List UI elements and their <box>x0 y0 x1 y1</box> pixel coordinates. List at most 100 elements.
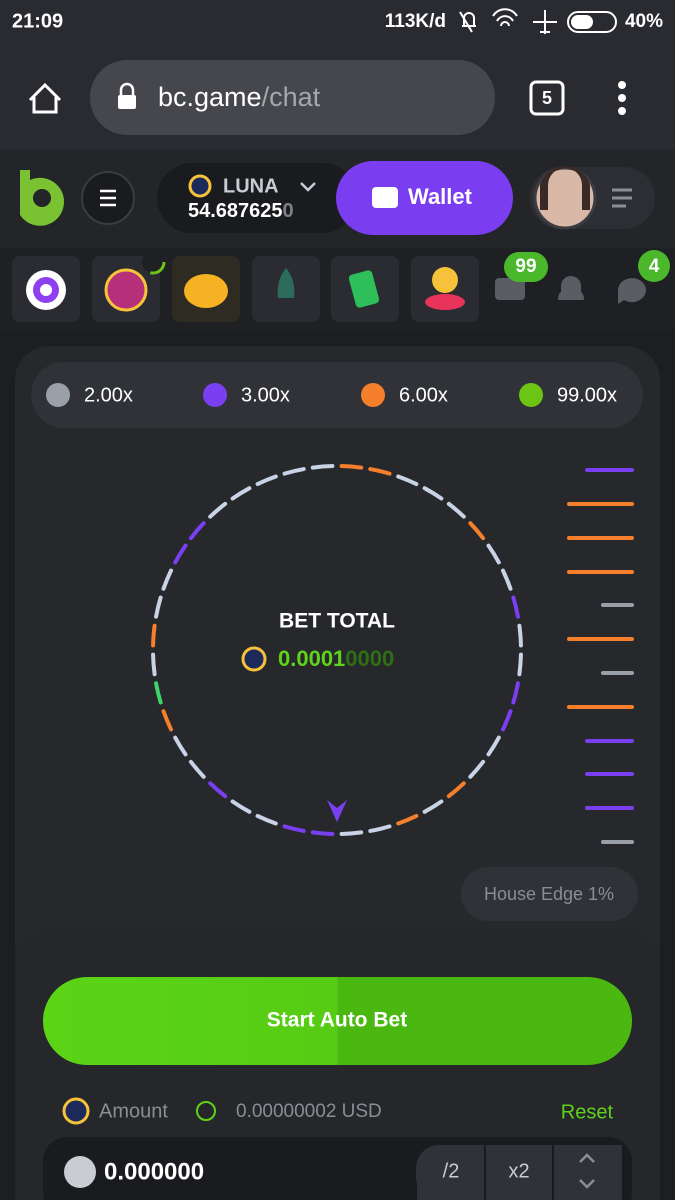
bet-total-amount: 0.00010000 <box>278 646 394 671</box>
multiplier-dot <box>46 383 70 407</box>
wheel-segment <box>161 709 174 732</box>
start-auto-bet-button[interactable] <box>43 977 632 1065</box>
wheel-segment <box>396 813 419 826</box>
start-auto-bet-label: Start Auto Bet <box>267 1009 407 1032</box>
wheel-segment <box>368 824 392 833</box>
multiplier-list: 2.00x 3.00x 6.00x 99.00x <box>46 383 617 407</box>
wallet-button[interactable] <box>336 161 513 235</box>
currency: LUNA <box>223 175 279 197</box>
wheel-segment <box>310 464 335 470</box>
battery: 40% <box>625 11 663 32</box>
half-label: /2 <box>443 1160 460 1182</box>
game-tiles <box>12 249 479 322</box>
time: 21:09 <box>12 10 63 32</box>
tabs-count: 5 <box>542 88 552 108</box>
multiplier-bar <box>31 362 643 428</box>
double-label[interactable]: x2 <box>508 1160 529 1182</box>
wheel-segment <box>517 652 523 677</box>
wheel-segment <box>422 799 444 814</box>
coin-base <box>425 294 465 310</box>
amount-value: 0.000000 <box>104 1158 204 1185</box>
currency-dropdown[interactable] <box>300 182 316 192</box>
game-panel <box>15 346 660 945</box>
wheel-icon <box>104 268 148 312</box>
wheel-segment <box>154 681 163 705</box>
avatar-hair <box>540 166 590 210</box>
mail-icon[interactable] <box>495 278 525 300</box>
wheel-segment <box>511 595 520 619</box>
browser-menu[interactable] <box>618 81 626 115</box>
url-host: bc.game <box>158 82 262 112</box>
wheel-segment <box>422 486 444 501</box>
amount-usd: 0.00000002 USD <box>236 1101 382 1122</box>
house-edge-pill <box>461 867 638 921</box>
luna-icon <box>188 174 212 198</box>
wheel-segment <box>173 543 188 565</box>
stepper-arrows[interactable] <box>579 1153 595 1189</box>
wheel-segment <box>446 501 466 519</box>
coin-icon <box>432 267 458 293</box>
input-coin-icon <box>64 1156 96 1188</box>
wheel-segment <box>151 652 157 677</box>
balance-dim: 0 <box>283 200 294 222</box>
wheel-segment <box>161 568 174 591</box>
url-path: /chat <box>262 82 321 112</box>
wheel-segment <box>396 474 419 487</box>
wheel-segment <box>511 681 520 705</box>
wheel-segment <box>282 824 306 833</box>
wheel-segment <box>468 759 486 779</box>
url-bar[interactable] <box>90 60 495 135</box>
bet-amount-dim: 0000 <box>345 646 394 671</box>
wheel-segment <box>255 474 278 487</box>
info-icon[interactable] <box>196 1101 216 1121</box>
list-icon <box>612 188 632 208</box>
wheel-segment <box>230 486 252 501</box>
logo-eye <box>33 189 51 207</box>
wheel-segment <box>208 501 228 519</box>
multiplier-label: 2.00x <box>84 384 133 406</box>
multiplier-dot <box>519 383 543 407</box>
mail-badge <box>504 252 548 282</box>
wheel-segment <box>368 467 392 476</box>
chat-icon[interactable] <box>618 278 646 304</box>
wheel-segment <box>188 759 206 779</box>
wheel-segment <box>486 735 501 757</box>
multiplier-dot <box>203 383 227 407</box>
reset-button[interactable]: Reset <box>561 1101 614 1123</box>
amount-coin-icon <box>62 1097 90 1125</box>
wheel-segment <box>154 595 163 619</box>
bell-icon[interactable] <box>558 276 584 300</box>
tabs-button[interactable] <box>529 80 565 116</box>
menu-icon <box>100 189 116 207</box>
amount-label: Amount <box>99 1100 168 1122</box>
house-edge: House Edge 1% <box>484 884 614 904</box>
wheel-segment <box>230 799 252 814</box>
balance-pill[interactable] <box>157 163 357 233</box>
wheel-segment <box>500 568 513 591</box>
wheel-segment <box>339 830 364 836</box>
wheel-segment <box>310 830 335 836</box>
home-button[interactable] <box>28 82 62 114</box>
wallet-icon <box>372 187 398 208</box>
wheel-segment <box>517 623 523 648</box>
wheel-segment <box>151 623 157 648</box>
multiplier-label: 99.00x <box>557 384 617 406</box>
bet-coin-icon <box>241 646 267 672</box>
tag-icon <box>348 270 380 308</box>
bet-amount-main: 0.0001 <box>278 646 345 671</box>
wheel-segment <box>188 521 206 541</box>
bet-total-title: BET TOTAL <box>279 610 395 633</box>
lock-icon <box>118 82 136 109</box>
chat-count: 4 <box>649 256 660 277</box>
multiplier-label: 6.00x <box>399 384 448 406</box>
wheel-segment <box>173 735 188 757</box>
wheel-segment <box>446 781 466 799</box>
status-icons <box>459 8 617 34</box>
wheel-segment <box>500 709 513 732</box>
rocket-icon <box>277 268 295 298</box>
half-button[interactable] <box>416 1145 485 1200</box>
wheel-segment <box>208 781 228 799</box>
mail-count: 99 <box>515 256 536 277</box>
network-speed: 113K/d <box>385 11 446 32</box>
